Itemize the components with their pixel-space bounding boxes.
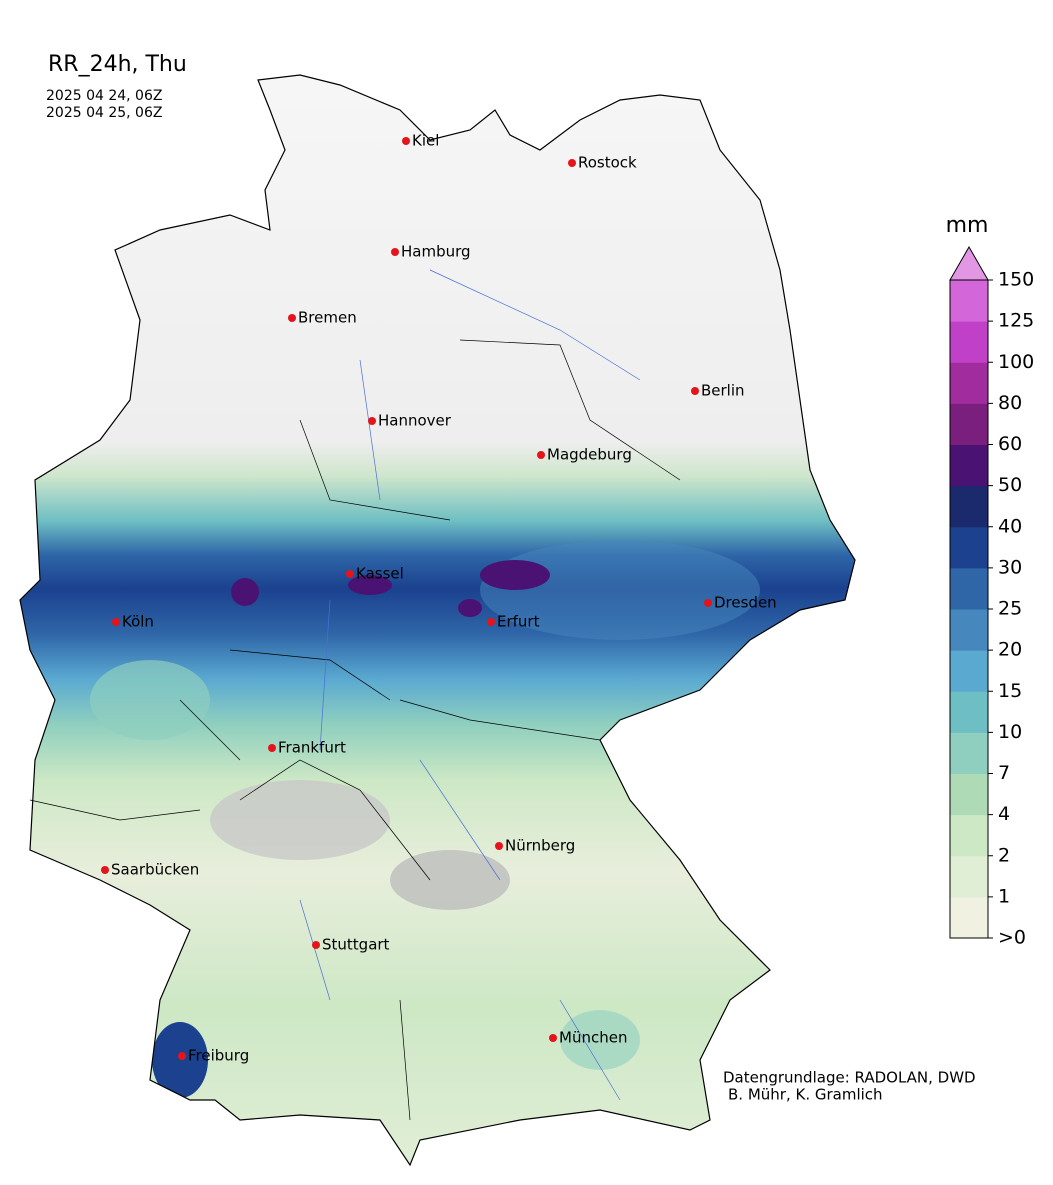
color-band: [950, 732, 988, 774]
color-band: [950, 362, 988, 404]
color-band: [950, 896, 988, 939]
city-dot: [568, 159, 576, 167]
colorbar-tick-label: 10: [998, 721, 1022, 743]
map-title: RR_24h, Thu: [48, 52, 187, 77]
city-label: Bremen: [298, 309, 357, 327]
color-band: [950, 526, 988, 569]
colorbar-tick-label: 80: [998, 392, 1022, 414]
city-label: Kassel: [356, 565, 404, 583]
city-dot: [495, 842, 503, 850]
color-band: [950, 567, 988, 610]
city-dot: [549, 1034, 557, 1042]
city-dot: [704, 599, 712, 607]
city-dot: [101, 866, 109, 874]
color-band: [950, 444, 988, 487]
city-dot: [312, 941, 320, 949]
city-label: Erfurt: [497, 613, 540, 631]
color-band: [950, 650, 988, 692]
color-band: [950, 855, 988, 898]
city-dot: [537, 451, 545, 459]
city-label: Hannover: [378, 412, 452, 430]
city-dot: [391, 248, 399, 256]
color-band: [950, 485, 988, 528]
colorbar-tick-label: 100: [998, 351, 1034, 373]
colorbar-tick-label: >0: [998, 927, 1026, 949]
color-band: [950, 609, 988, 651]
color-band: [950, 773, 988, 816]
colorbar-tick-label: 30: [998, 556, 1022, 578]
color-band: [950, 691, 988, 733]
state-borders: [29, 339, 681, 1121]
colorbar-tick-label: 125: [998, 310, 1034, 332]
colorbar-unit: mm: [946, 213, 989, 238]
colorbar-tick-label: 50: [998, 474, 1022, 496]
date-end: 2025 04 25, 06Z: [46, 105, 162, 121]
color-band: [950, 814, 988, 857]
city-label: Köln: [122, 613, 154, 631]
colorbar-tick-label: 15: [998, 680, 1022, 702]
color-band: [950, 280, 988, 322]
city-label: Dresden: [714, 594, 777, 612]
city-label: Stuttgart: [322, 936, 390, 954]
colorbar-tick-label: 7: [998, 762, 1010, 784]
city-dot: [346, 570, 354, 578]
color-band: [950, 321, 988, 363]
city-label: München: [559, 1029, 627, 1047]
colorbar-tick-label: 150: [998, 269, 1034, 291]
city-dot: [178, 1052, 186, 1060]
colorbar-tick-label: 4: [998, 803, 1010, 825]
city-label: Kiel: [412, 132, 439, 150]
city-label: Magdeburg: [547, 446, 632, 464]
date-start: 2025 04 24, 06Z: [46, 88, 162, 104]
city-label: Hamburg: [401, 243, 471, 261]
city-dot: [368, 417, 376, 425]
city-dot: [487, 618, 495, 626]
city-label: Saarbücken: [111, 861, 199, 879]
colorbar-tick-label: 60: [998, 433, 1022, 455]
city-dot: [268, 744, 276, 752]
color-band: [950, 403, 988, 445]
credit: B. Mühr, K. Gramlich: [728, 1086, 883, 1104]
city-label: Nürnberg: [505, 837, 575, 855]
city-dot: [288, 314, 296, 322]
credit: Datengrundlage: RADOLAN, DWD: [723, 1069, 976, 1087]
city-label: Freiburg: [188, 1047, 249, 1065]
colorbar-extension: [949, 245, 989, 281]
city-dot: [691, 387, 699, 395]
colorbar-tick-label: 1: [998, 885, 1010, 907]
city-dot: [402, 137, 410, 145]
colorbar-tick-label: 25: [998, 598, 1022, 620]
city-label: Frankfurt: [278, 739, 346, 757]
city-label: Berlin: [701, 382, 745, 400]
rivers: [299, 269, 641, 1101]
colorbar-tick-label: 20: [998, 639, 1022, 661]
city-label: Rostock: [578, 154, 637, 172]
city-dot: [112, 618, 120, 626]
colorbar-tick-label: 2: [998, 844, 1010, 866]
colorbar-tick-label: 40: [998, 515, 1022, 537]
